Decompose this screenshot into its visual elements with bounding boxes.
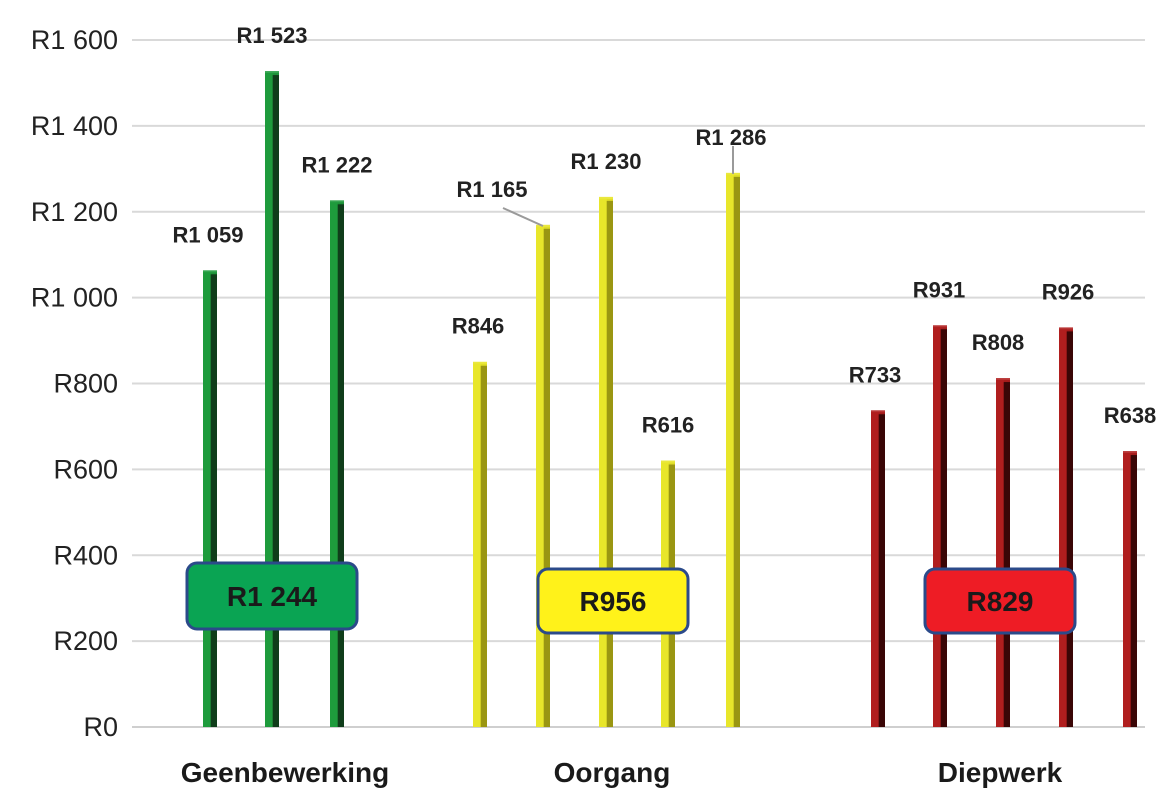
y-tick-label: R400	[53, 540, 118, 570]
bar-face	[1123, 453, 1131, 727]
average-boxes: R1 244 R956 R829	[185, 561, 1077, 635]
category-label: Diepwerk	[938, 757, 1063, 788]
bar-cap	[599, 196, 613, 201]
bar-face	[473, 363, 481, 727]
leader-line	[502, 207, 544, 227]
category-label: Oorgang	[554, 757, 671, 788]
gridlines	[132, 39, 1145, 728]
data-label: R638	[1104, 403, 1157, 428]
bar	[871, 410, 885, 727]
bar-face	[203, 272, 211, 727]
bar-cap	[203, 270, 217, 275]
bar-cap	[330, 200, 344, 205]
y-tick-label: R0	[83, 712, 118, 742]
data-label: R931	[913, 277, 966, 302]
y-tick-label: R200	[53, 626, 118, 656]
category-label: Geenbewerking	[181, 757, 390, 788]
data-label: R808	[972, 330, 1025, 355]
bar	[1123, 451, 1137, 727]
bar	[473, 361, 487, 727]
bar	[1059, 327, 1073, 727]
bar	[933, 325, 947, 727]
average-label: R956	[580, 586, 647, 617]
bar-face	[726, 174, 734, 728]
y-tick-label: R1 400	[31, 111, 118, 141]
bar-cap	[871, 410, 885, 415]
bar-cap	[265, 71, 279, 76]
y-tick-label: R800	[53, 369, 118, 399]
average-box	[185, 561, 359, 631]
data-label: R1 165	[457, 177, 528, 202]
data-label: R1 523	[237, 23, 308, 48]
bar-face	[330, 202, 338, 727]
bar-cap	[661, 460, 675, 465]
data-label: R1 230	[571, 149, 642, 174]
y-tick-label: R1 600	[31, 25, 118, 55]
bar-cap	[996, 378, 1010, 383]
bar-cap	[726, 172, 740, 177]
bar-face	[265, 73, 273, 727]
bar-cap	[1059, 327, 1073, 332]
bar-face	[996, 380, 1004, 727]
bar-face	[599, 198, 607, 727]
x-axis: Geenbewerking Oorgang Diepwerk	[181, 757, 1063, 788]
bar-face	[933, 327, 941, 727]
average-label: R829	[967, 586, 1034, 617]
y-tick-label: R1 000	[31, 283, 118, 313]
data-label: R1 059	[173, 222, 244, 247]
average-box	[923, 567, 1077, 635]
bar	[330, 200, 344, 727]
bar-face	[871, 412, 879, 727]
bar-cap	[1123, 451, 1137, 456]
y-axis: R0 R200 R400 R600 R800 R1 000 R1 200 R1 400 R1 6…	[31, 25, 118, 742]
bar	[536, 224, 550, 727]
average-label: R1 244	[227, 581, 318, 612]
bar	[726, 172, 740, 728]
bar	[203, 270, 217, 727]
y-tick-label: R600	[53, 454, 118, 484]
bar-cap	[473, 361, 487, 366]
bar-cap	[933, 325, 947, 330]
data-label: R846	[452, 314, 505, 339]
data-label: R926	[1042, 279, 1095, 304]
data-label: R1 222	[302, 152, 373, 177]
y-tick-label: R1 200	[31, 197, 118, 227]
bar	[599, 196, 613, 727]
bar-face	[1059, 329, 1067, 727]
data-label: R616	[642, 413, 695, 438]
bar-cap	[536, 224, 550, 229]
bar-face	[536, 226, 544, 727]
data-label: R733	[849, 362, 902, 387]
average-box	[536, 567, 690, 635]
bar	[996, 378, 1010, 727]
data-label: R1 286	[696, 125, 767, 150]
